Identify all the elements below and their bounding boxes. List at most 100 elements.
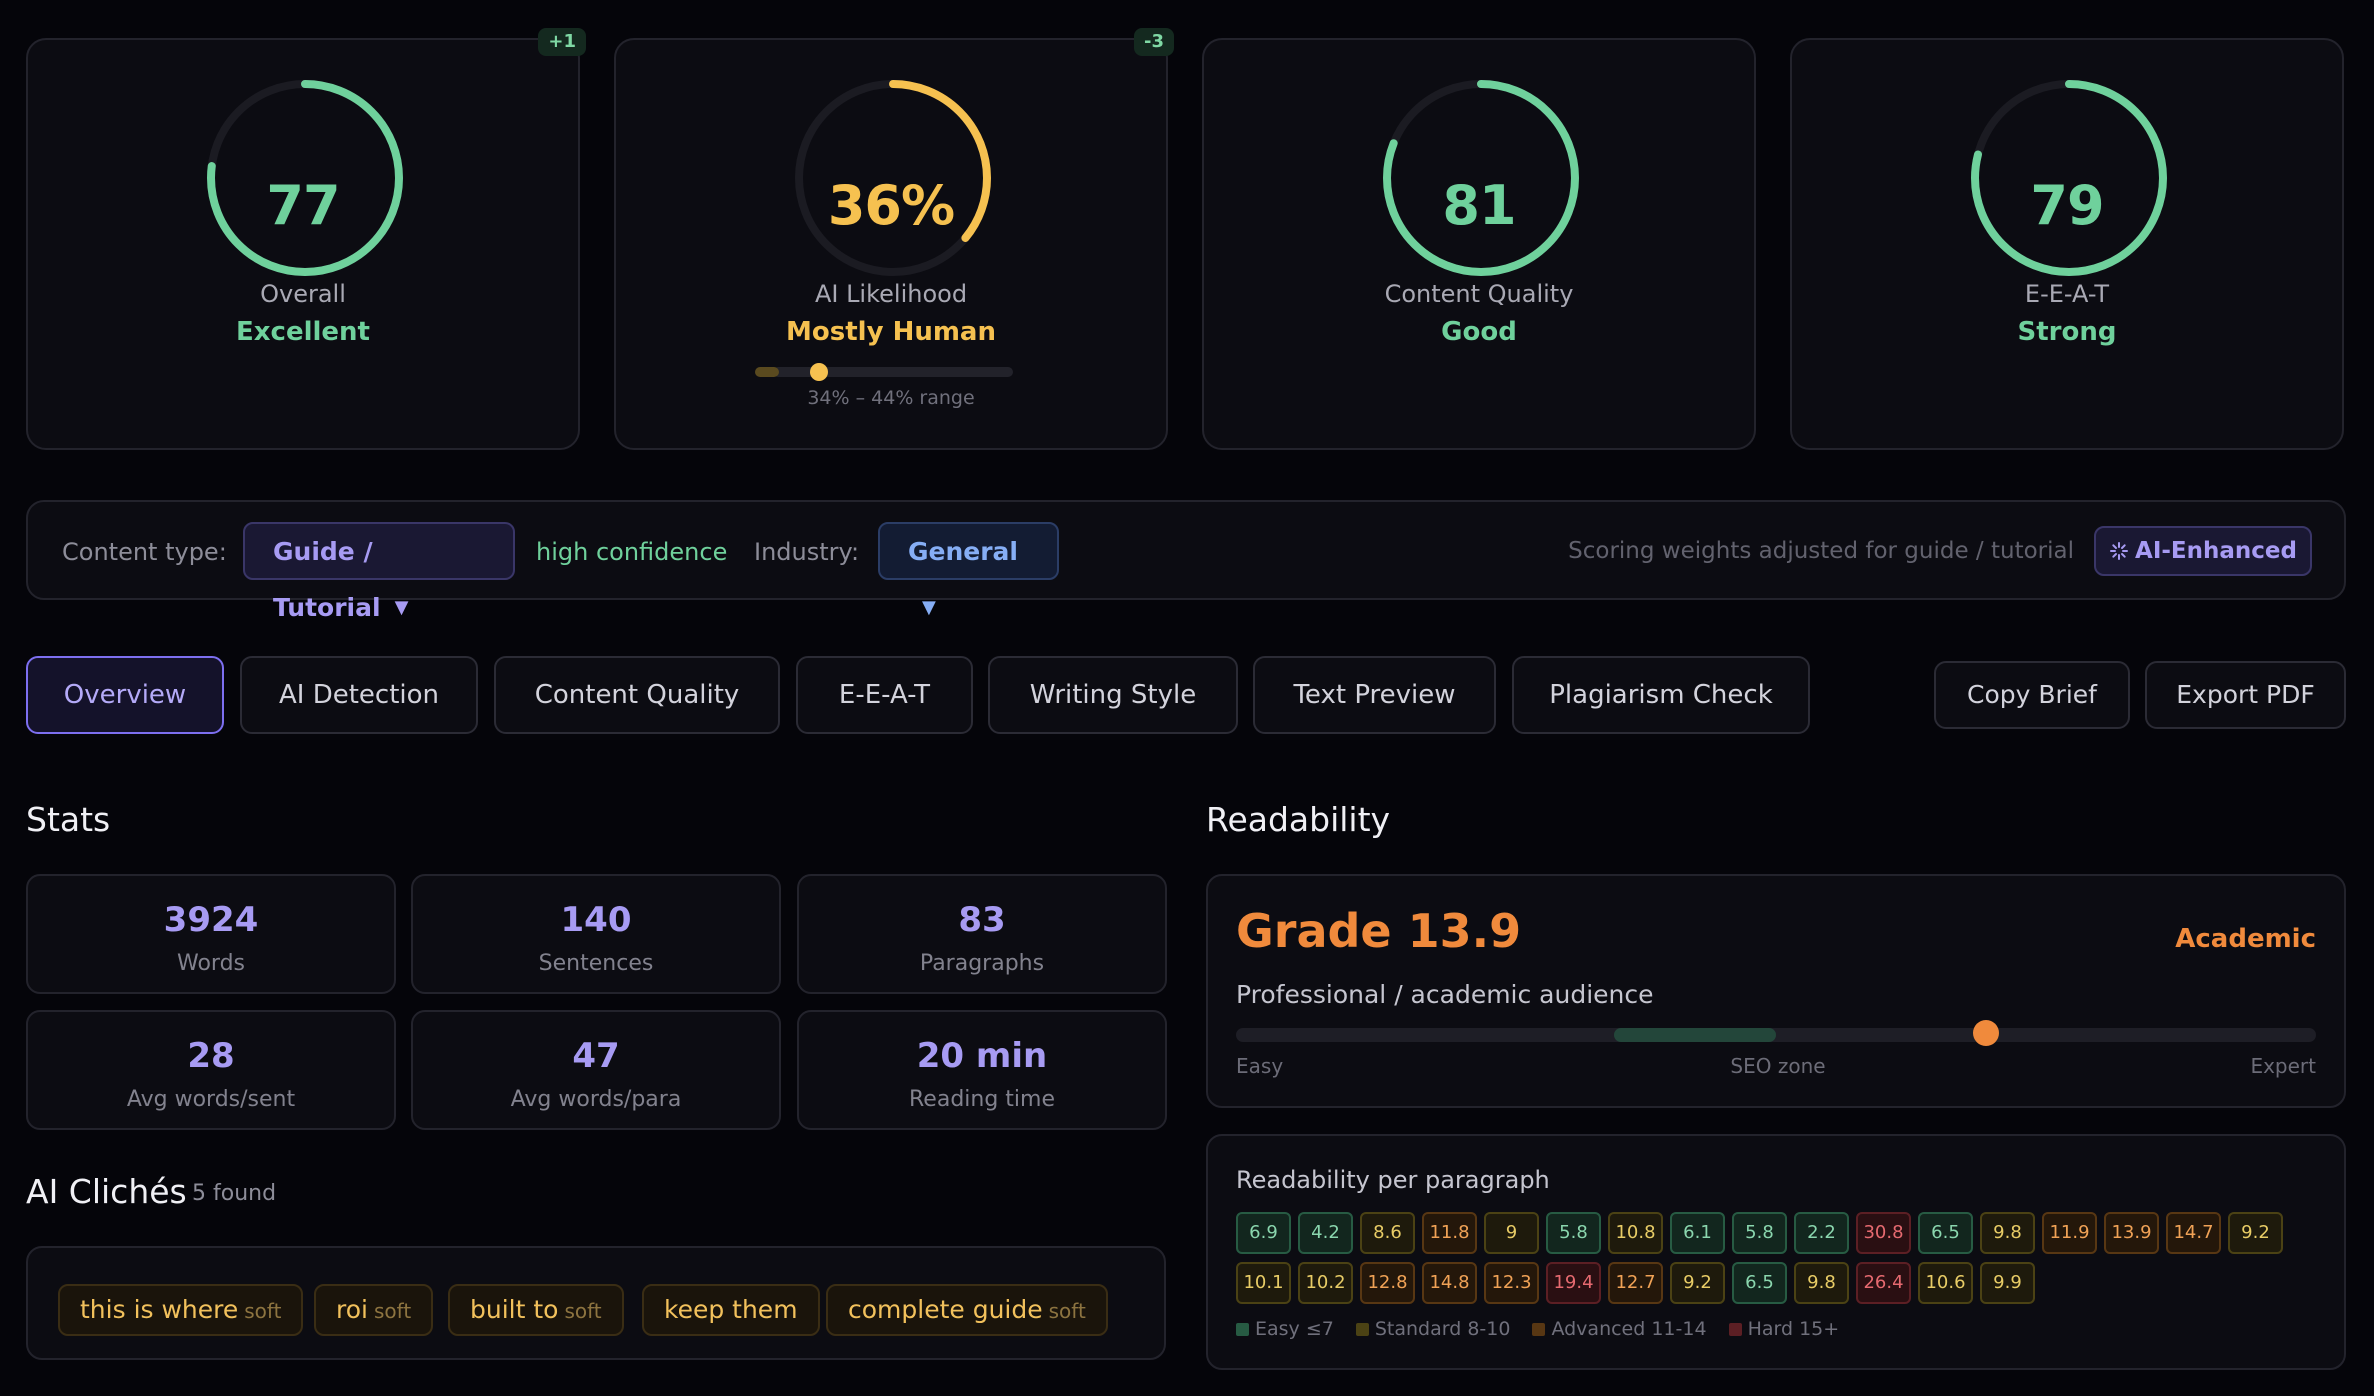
paragraph-grade-cell[interactable]: 6.1 (1670, 1212, 1725, 1254)
paragraph-grade-cell[interactable]: 6.5 (1732, 1262, 1787, 1304)
tab-plagiarism-check[interactable]: Plagiarism Check (1512, 656, 1810, 734)
cliche-chip[interactable]: complete guide soft (826, 1284, 1108, 1336)
readability-title: Readability (1206, 800, 1391, 839)
stat-avg-words-para: 47 Avg words/para (411, 1010, 781, 1130)
paragraph-grade-cell[interactable]: 10.2 (1298, 1262, 1353, 1304)
paragraph-readability-title: Readability per paragraph (1236, 1166, 1550, 1194)
ai-enhanced-label: AI-Enhanced (2135, 538, 2297, 564)
legend-label: Standard 8-10 (1374, 1318, 1511, 1340)
score-card-e-e-a-t[interactable]: 79 E-E-A-T Strong (1790, 38, 2344, 450)
stat-reading-time: 20 min Reading time (797, 1010, 1167, 1130)
score-ring (207, 80, 403, 276)
cliche-text: roi (336, 1295, 368, 1324)
cliche-text: this is where (80, 1295, 239, 1324)
paragraph-grade-cell[interactable]: 30.8 (1856, 1212, 1911, 1254)
content-type-bar: Content type: Guide / Tutorial ▼ high con… (26, 500, 2346, 622)
paragraph-grade-cell[interactable]: 8.6 (1360, 1212, 1415, 1254)
stat-avg-words-sent: 28 Avg words/sent (26, 1010, 396, 1130)
stat-label: Avg words/para (510, 1087, 682, 1112)
stat-label: Words (176, 951, 245, 976)
tab-e-e-a-t[interactable]: E-E-A-T (796, 656, 973, 734)
stat-label: Avg words/sent (126, 1087, 296, 1112)
paragraph-grade-cell[interactable]: 9.8 (1980, 1212, 2035, 1254)
stat-words: 3924 Words (26, 874, 396, 994)
paragraph-grade-cell[interactable]: 12.8 (1360, 1262, 1415, 1304)
confidence-text: high confidence (536, 538, 728, 566)
cliche-chip[interactable]: keep them (642, 1284, 820, 1336)
paragraph-grade-cell[interactable]: 10.1 (1236, 1262, 1291, 1304)
score-value: 79 (2030, 174, 2104, 237)
cliche-chip[interactable]: roi soft (314, 1284, 434, 1336)
paragraph-grade-cell[interactable]: 9.2 (1670, 1262, 1725, 1304)
tab-writing-style[interactable]: Writing Style (988, 656, 1238, 734)
range-track (755, 363, 1013, 381)
paragraph-grade-cell[interactable]: 12.3 (1484, 1262, 1539, 1304)
cliche-text: built to (470, 1295, 559, 1324)
paragraph-grade-cell[interactable]: 10.8 (1608, 1212, 1663, 1254)
paragraph-grade-cell[interactable]: 9 (1484, 1212, 1539, 1254)
paragraph-grade-cell[interactable]: 6.9 (1236, 1212, 1291, 1254)
paragraph-grade-cell[interactable]: 6.5 (1918, 1212, 1973, 1254)
score-card-content-quality[interactable]: 81 Content Quality Good (1202, 38, 1756, 450)
legend-label: Easy ≤7 (1255, 1318, 1334, 1340)
copy-brief-button[interactable]: Copy Brief (1934, 661, 2130, 729)
legend-swatch (1532, 1323, 1546, 1336)
paragraph-grade-cell[interactable]: 11.8 (1422, 1212, 1477, 1254)
cliche-tag: soft (564, 1299, 602, 1323)
tab-text-preview[interactable]: Text Preview (1253, 656, 1496, 734)
score-value: 77 (266, 174, 340, 237)
content-type-select[interactable]: Guide / Tutorial ▼ (243, 522, 515, 622)
score-delta-badge: +1 (538, 28, 586, 56)
paragraph-grade-cell[interactable]: 9.8 (1794, 1262, 1849, 1304)
score-label: Overall (260, 280, 346, 308)
readability-legend: Easy ≤7 Standard 8-10 Advanced 11-14 Hard 1… (1236, 1318, 1861, 1340)
score-delta-badge: -3 (1134, 28, 1174, 56)
ai-enhanced-badge[interactable]: AI-Enhanced (2094, 526, 2312, 576)
cliche-tag: soft (1048, 1299, 1086, 1323)
cliche-chip[interactable]: this is where soft (58, 1284, 304, 1336)
scale-seo-label: SEO zone (1730, 1054, 1826, 1078)
range-band (755, 367, 779, 377)
cliche-tag: soft (373, 1299, 412, 1323)
score-ring (1383, 80, 1579, 276)
paragraph-grade-cell[interactable]: 4.2 (1298, 1212, 1353, 1254)
score-value: 81 (1442, 174, 1516, 237)
paragraph-grade-cell[interactable]: 26.4 (1856, 1262, 1911, 1304)
paragraph-grade-cell[interactable]: 9.2 (2228, 1212, 2283, 1254)
cliche-tag: soft (244, 1299, 282, 1323)
paragraph-grade-cell[interactable]: 10.6 (1918, 1262, 1973, 1304)
paragraph-grade-cell[interactable]: 9.9 (1980, 1262, 2035, 1304)
export-pdf-button[interactable]: Export PDF (2145, 661, 2346, 729)
tab-ai-detection[interactable]: AI Detection (240, 656, 478, 734)
paragraph-grade-cell[interactable]: 19.4 (1546, 1262, 1601, 1304)
paragraph-grade-cell[interactable]: 11.9 (2042, 1212, 2097, 1254)
tab-overview[interactable]: Overview (26, 656, 224, 734)
score-card-overall[interactable]: 77 Overall Excellent +1 (26, 28, 586, 450)
weights-note: Scoring weights adjusted for guide / tut… (1568, 538, 2074, 564)
paragraph-grade-cell[interactable]: 12.7 (1608, 1262, 1663, 1304)
paragraph-readability-card: Readability per paragraph 6.9 4.2 8.6 11.8 9… (1206, 1134, 2346, 1370)
score-card-ai-likelihood[interactable]: 36% AI Likelihood Mostly Human -3 34% – 44%… (614, 28, 1174, 450)
paragraph-grade-cell[interactable]: 2.2 (1794, 1212, 1849, 1254)
content-type-label: Content type: (62, 538, 227, 566)
score-ring (1971, 80, 2167, 276)
legend-item: Hard 15+ (1728, 1318, 1839, 1340)
score-label: AI Likelihood (814, 280, 968, 308)
range-marker (810, 363, 828, 381)
caret-down-icon: ▼ (394, 597, 409, 618)
paragraph-grade-cell[interactable]: 14.7 (2166, 1212, 2221, 1254)
legend-item: Easy ≤7 (1236, 1318, 1334, 1340)
tab-content-quality[interactable]: Content Quality (494, 656, 780, 734)
legend-item: Advanced 11-14 (1532, 1318, 1707, 1340)
paragraph-grade-cell[interactable]: 13.9 (2104, 1212, 2159, 1254)
paragraph-grade-cell[interactable]: 5.8 (1732, 1212, 1787, 1254)
paragraph-grade-cell[interactable]: 14.8 (1422, 1262, 1477, 1304)
stat-value: 28 (187, 1036, 235, 1076)
score-label: Content Quality (1384, 280, 1574, 308)
cliche-chip[interactable]: built to soft (448, 1284, 624, 1336)
stat-paragraphs: 83 Paragraphs (797, 874, 1167, 994)
industry-select[interactable]: General ▼ (878, 522, 1059, 618)
stat-label: Paragraphs (919, 951, 1045, 976)
content-type-value: Guide / Tutorial (273, 537, 381, 622)
paragraph-grade-cell[interactable]: 5.8 (1546, 1212, 1601, 1254)
